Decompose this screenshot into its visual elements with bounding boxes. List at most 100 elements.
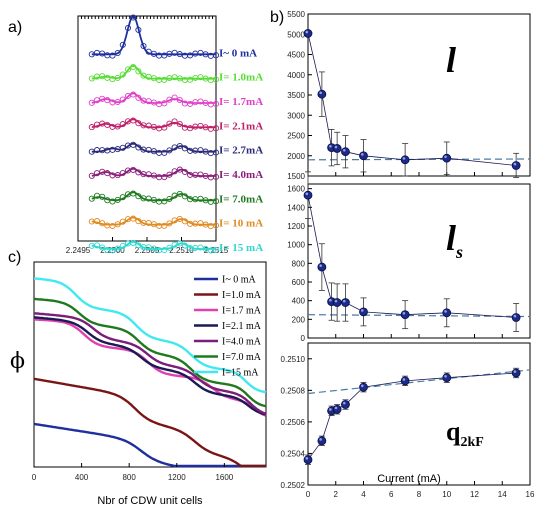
panel-a-data-point [161, 124, 168, 131]
panel-a-data-point [171, 94, 178, 101]
panel-a-data-point [119, 194, 126, 201]
panel-a-data-point [93, 218, 101, 225]
panel-c-curve [33, 312, 267, 415]
panel-b-point-highlight [329, 408, 332, 411]
panel-a-data-point [176, 96, 183, 104]
panel-a-fit-curve [91, 216, 216, 226]
panel-b-fit-line [307, 369, 531, 395]
panel-a-data-point [119, 144, 126, 151]
panel-a-data-point [104, 170, 111, 177]
panel-a-data-point [109, 247, 116, 254]
panel-b-point-highlight [342, 299, 346, 303]
panel-a-data-point [109, 198, 116, 205]
panel-b-point-highlight [513, 162, 517, 166]
panel-a-data-point [119, 242, 126, 250]
panel-a-data-point [124, 24, 132, 32]
panel-a-data-point [124, 66, 132, 73]
panel-b-data-point [341, 400, 350, 409]
panel-a-xtick-label: 2.2510 [169, 246, 194, 255]
panel-a-data-point [181, 168, 188, 176]
panel-a-data-point [187, 76, 194, 83]
panel-b-point-highlight [444, 310, 447, 313]
panel-b-xtick-label: 6 [389, 490, 394, 499]
panel-b-point-highlight [319, 264, 322, 267]
panel-a-data-point [135, 144, 142, 151]
panel-a-data-point [176, 120, 183, 128]
panel-b-point-highlight [319, 438, 322, 441]
panel-a-data-point [150, 245, 157, 252]
panel-a-xtick-label: 2.2495 [66, 246, 91, 255]
panel-b-data-point [442, 153, 452, 163]
panel-b-ytick-label: 600 [292, 278, 306, 287]
panel-b-ytick-label: 2500 [287, 132, 305, 141]
panel-a-data-point [176, 240, 183, 247]
panel-a-chart: 2.2495 2.2500 2.2505 2.2510 2.2515 I~ 0 mA I=… [66, 14, 263, 255]
panel-b-point-highlight [305, 457, 309, 460]
panel-c-ylabel: ϕ [10, 349, 25, 374]
panel-a-data-point [181, 145, 188, 152]
panel-a-data-point [161, 174, 168, 181]
panel-c-xtick-label: 1600 [215, 473, 233, 482]
panel-b-connect-line [307, 372, 517, 461]
panel-a-fit-curve [91, 92, 216, 104]
panel-c-curve [33, 377, 266, 468]
panel-a-fit-curve [91, 167, 216, 177]
panel-a-legend-label: I= 4.0mA [219, 169, 263, 181]
panel-b-label: b) [270, 9, 284, 26]
panel-b-point-highlight [444, 155, 447, 159]
panel-b-point-highlight [342, 401, 346, 405]
panel-a-data-point [130, 91, 137, 98]
panel-b-data-point [332, 298, 342, 307]
panel-a-data-point [166, 120, 173, 127]
panel-b-ytick-label: 1600 [287, 185, 305, 194]
panel-b-data-point [317, 262, 327, 272]
panel-b-point-highlight [444, 375, 447, 378]
panel-c-legend-label: I=15 mA [222, 368, 259, 379]
panel-b-frame [307, 342, 531, 486]
panel-a-legend-label: I= 7.0mA [219, 193, 263, 205]
panel-b-data-point [511, 368, 521, 378]
panel-a-data-point [161, 222, 168, 229]
panel-a-data-point [161, 247, 168, 254]
panel-a-data-point [171, 118, 178, 125]
panel-a-data-point [212, 173, 220, 180]
panel-b-quantity-label: ls [446, 218, 463, 262]
panel-a-data-point [187, 52, 194, 59]
panel-b-xtick-label: 14 [498, 490, 507, 499]
panel-a-data-point [114, 123, 121, 130]
panel-b-fit-line [307, 314, 531, 318]
panel-a-data-point [212, 246, 220, 253]
panel-c-legend-label: I=4.0 mA [222, 337, 262, 348]
panel-a-data-point [88, 148, 95, 155]
panel-b-ytick-label: 0.2510 [281, 355, 306, 364]
panel-a-data-point [212, 222, 220, 229]
panel-b-ytick-label: 1200 [287, 222, 305, 231]
panel-b-quantity-subscript: 2kF [460, 435, 483, 450]
panel-b-ytick-label: 1400 [287, 203, 305, 212]
panel-b-ytick-label: 200 [292, 315, 306, 324]
panel-a-data-point [187, 100, 194, 107]
panel-b-data-point [400, 376, 410, 386]
panel-c-xtick-label: 400 [75, 473, 89, 482]
panel-a-fit-curve [91, 118, 216, 129]
panel-b-ytick-label: 1000 [287, 241, 305, 250]
panel-a-label: a) [8, 19, 22, 36]
panel-a-data-point [150, 148, 157, 155]
panel-a-data-point [99, 193, 106, 200]
panel-b-quantity-label: l [446, 40, 456, 80]
panel-b-ytick-label: 0 [301, 334, 306, 343]
panel-b-point-highlight [342, 149, 346, 152]
panel-a-xtick-label: 2.2515 [204, 246, 229, 255]
panel-c-xtick-label: 800 [122, 473, 136, 482]
panel-a-data-point [130, 117, 137, 124]
panel-b-point-highlight [513, 370, 517, 373]
panel-a-data-point [99, 220, 106, 227]
panel-b-ytick-label: 4500 [287, 51, 305, 60]
panel-a-data-point [130, 14, 137, 21]
panel-a-data-point [104, 97, 111, 104]
panel-a-data-point [150, 196, 157, 203]
panel-a-legend-label: I= 1.0mA [219, 72, 263, 84]
panel-b-data-point [511, 161, 521, 170]
panel-a-data-point [166, 220, 173, 227]
